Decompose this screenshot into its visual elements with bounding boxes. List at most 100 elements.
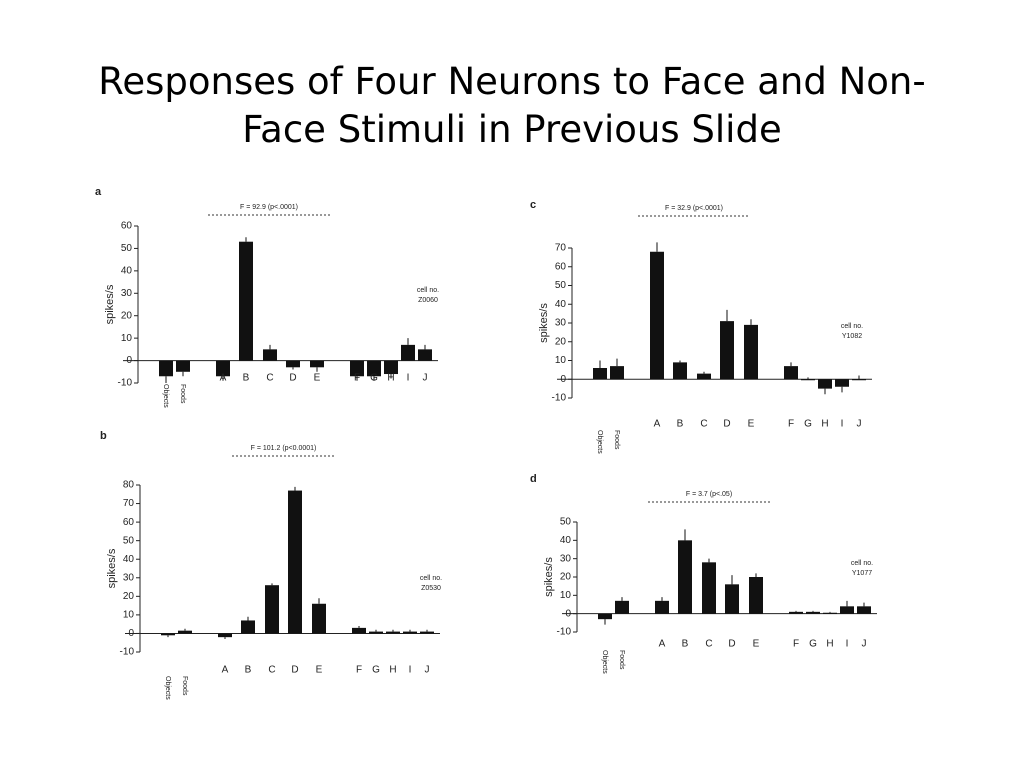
x-tick-label: E (753, 639, 760, 650)
y-tick-label: 30 (560, 553, 572, 564)
bar (784, 366, 798, 380)
y-tick-label: 30 (555, 318, 567, 329)
y-tick-label: -10 (118, 378, 133, 389)
bar (835, 379, 849, 387)
y-tick-label: 50 (121, 243, 133, 254)
cell-id: Z0060 (418, 297, 438, 304)
y-tick-label: 10 (560, 590, 572, 601)
x-tick-label: D (728, 639, 735, 650)
y-tick-label: 70 (555, 243, 567, 254)
bar (288, 490, 302, 634)
bar (263, 349, 277, 361)
bar (610, 366, 624, 380)
bar (386, 631, 400, 634)
y-tick-label: 20 (121, 310, 133, 321)
x-tick-label: A (654, 419, 661, 430)
bar (840, 606, 854, 614)
cell-id: Z0530 (421, 585, 441, 592)
bar (852, 379, 866, 381)
x-tick-label: F (356, 665, 362, 676)
bar (218, 633, 232, 638)
bar (615, 600, 629, 614)
y-tick-label: 10 (555, 355, 567, 366)
x-tick-label: E (314, 373, 321, 384)
y-axis-label: spikes/s (543, 557, 555, 597)
panel-letter: b (100, 430, 107, 442)
bar (593, 368, 607, 380)
bar (403, 631, 417, 634)
y-tick-label: 60 (123, 517, 135, 528)
bar (216, 360, 230, 377)
bar (159, 360, 173, 377)
cell-id: Y1082 (842, 333, 862, 340)
bar (352, 627, 366, 634)
bar (823, 612, 837, 614)
x-tick-label: F (788, 419, 794, 430)
x-tick-label: F (793, 639, 799, 650)
bar (650, 251, 664, 380)
y-tick-label: 70 (123, 498, 135, 509)
bar (655, 600, 669, 614)
x-tick-label: H (826, 639, 833, 650)
y-axis-label: spikes/s (538, 303, 550, 343)
slide-title: Responses of Four Neurons to Face and No… (98, 60, 926, 151)
x-tick-label: G (809, 639, 817, 650)
x-tick-label: B (677, 419, 684, 430)
y-tick-label: 50 (555, 280, 567, 291)
x-tick-label: Objects (596, 430, 603, 454)
x-tick-label: Foods (179, 384, 186, 404)
bar (801, 379, 815, 381)
annotation: F = 3.7 (p<.05) (686, 491, 732, 498)
cell-label: cell no. (841, 323, 863, 330)
bar (789, 611, 803, 614)
bar (806, 611, 820, 614)
y-tick-label: -10 (552, 393, 567, 404)
x-tick-label: G (804, 419, 812, 430)
annotation: F = 32.9 (p<.0001) (665, 205, 723, 212)
y-tick-label: 10 (121, 333, 133, 344)
x-tick-label: Foods (613, 430, 620, 450)
x-tick-label: Foods (618, 650, 625, 670)
y-axis-label: spikes/s (104, 284, 116, 324)
bar (678, 540, 692, 614)
y-tick-label: 20 (555, 336, 567, 347)
y-axis-label: spikes/s (106, 548, 118, 588)
x-tick-label: A (220, 373, 227, 384)
x-tick-label: C (700, 419, 707, 430)
x-tick-label: D (723, 419, 730, 430)
x-tick-label: J (423, 373, 428, 384)
x-tick-label: H (387, 373, 394, 384)
y-tick-label: 60 (555, 261, 567, 272)
x-tick-label: I (409, 665, 412, 676)
x-tick-label: D (291, 665, 298, 676)
bar (725, 584, 739, 614)
x-tick-label: C (268, 665, 275, 676)
cell-id: Y1077 (852, 570, 872, 577)
y-tick-label: 40 (121, 265, 133, 276)
x-tick-label: A (659, 639, 666, 650)
bar (401, 344, 415, 361)
x-tick-label: E (748, 419, 755, 430)
x-tick-label: A (222, 665, 229, 676)
bar (857, 606, 871, 614)
x-tick-label: G (370, 373, 378, 384)
bar (178, 630, 192, 634)
bar (720, 321, 734, 380)
bar (310, 360, 324, 368)
bar (749, 577, 763, 614)
cell-label: cell no. (420, 575, 442, 582)
panel-letter: c (530, 199, 536, 211)
bar (673, 362, 687, 380)
x-tick-label: B (243, 373, 250, 384)
annotation: F = 101.2 (p<0.0001) (251, 445, 317, 452)
bar (818, 379, 832, 389)
x-tick-label: I (846, 639, 849, 650)
x-tick-label: Foods (181, 676, 188, 696)
panel-letter: d (530, 473, 537, 485)
bar (369, 631, 383, 634)
bar (418, 349, 432, 361)
bar (384, 360, 398, 375)
y-tick-label: 0 (128, 628, 134, 639)
